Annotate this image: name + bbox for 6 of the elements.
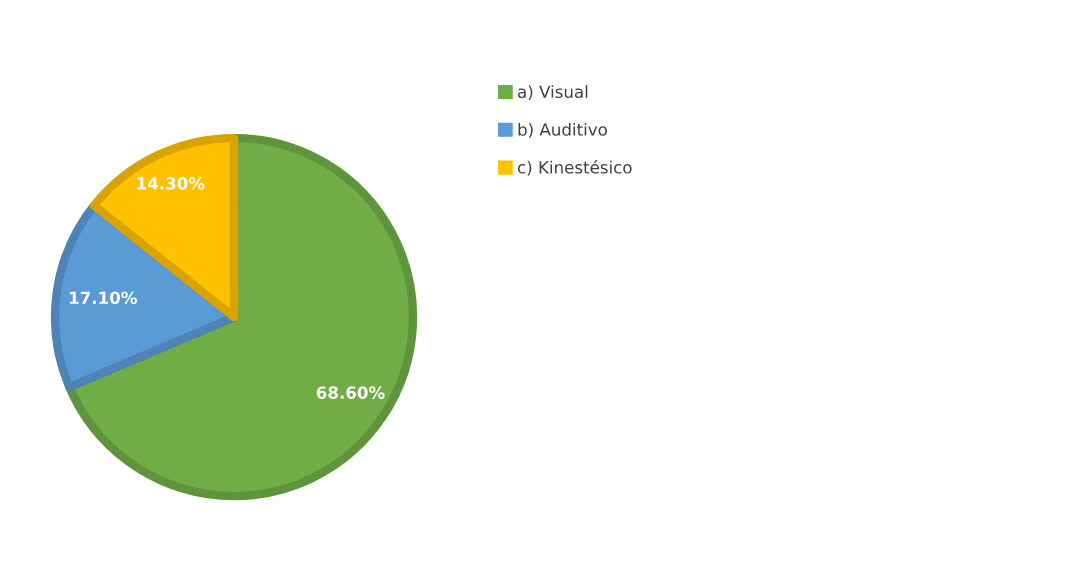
data-label: 14.30%	[137, 177, 205, 190]
data-label: 68.60%	[316, 386, 385, 399]
legend-label: a) Visual	[518, 85, 588, 100]
data-label: 17.10%	[69, 291, 137, 305]
legend-label: b) Auditivo	[518, 122, 607, 138]
legend-label: c) Kinestésico	[517, 160, 632, 176]
